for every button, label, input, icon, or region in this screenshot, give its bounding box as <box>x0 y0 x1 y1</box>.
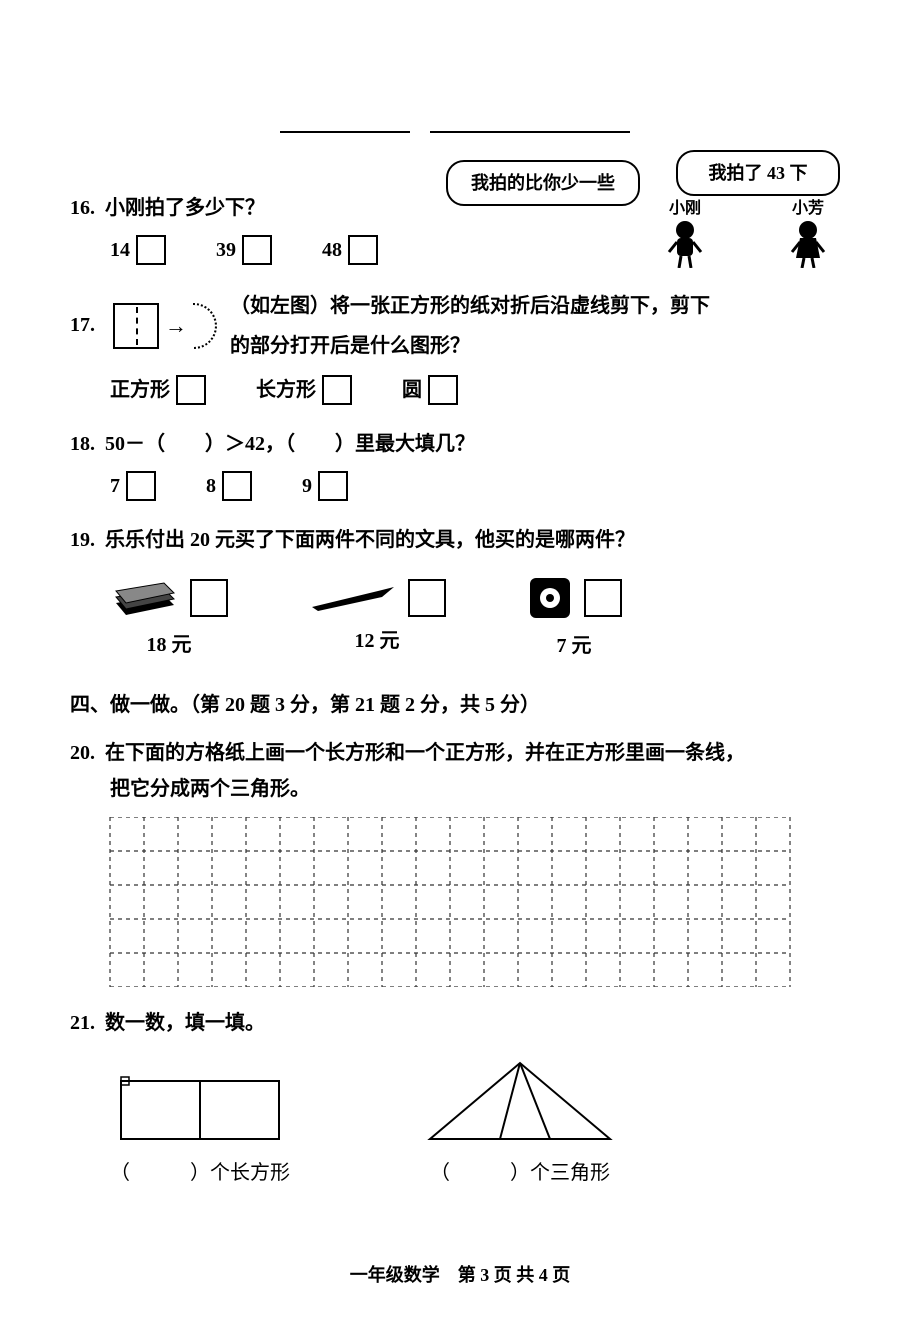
q16-opt-14: 14 <box>110 232 166 268</box>
q20-line1: 在下面的方格纸上画一个长方形和一个正方形，并在正方形里画一条线， <box>105 742 745 764</box>
child-xiaogang: 小刚 <box>665 200 705 278</box>
question-21: 21. 数一数，填一填。 （ ）个长方形 （ ）个三角形 <box>70 1005 850 1191</box>
q17-opt-rect: 长方形 <box>256 372 352 408</box>
q21-rect-label: （ ）个长方形 <box>110 1155 290 1191</box>
checkbox[interactable] <box>322 375 352 405</box>
question-18: 18. 50－（ ）＞42，（ ）里最大填几？ 7 8 9 <box>70 426 850 504</box>
q17-number: 17. <box>70 307 100 343</box>
child-xiaofang: 小芳 <box>788 200 828 278</box>
header-underline <box>280 120 630 138</box>
question-16: 我拍的比你少一些 我拍了 43 下 小刚 小芳 <box>70 190 850 268</box>
q18-opt-7: 7 <box>110 468 156 504</box>
item-pen: 12 元 <box>308 579 446 659</box>
checkbox[interactable] <box>318 471 348 501</box>
price-12: 12 元 <box>355 623 400 659</box>
triangles-icon <box>420 1055 620 1145</box>
checkbox[interactable] <box>242 235 272 265</box>
q19-items: 18 元 12 元 <box>110 574 850 664</box>
q21-tri-label: （ ）个三角形 <box>430 1155 610 1191</box>
checkbox[interactable] <box>136 235 166 265</box>
q21-text: 数一数，填一填。 <box>105 1012 265 1034</box>
price-18: 18 元 <box>147 627 192 663</box>
rectangles-icon <box>115 1075 285 1145</box>
checkbox[interactable] <box>190 579 228 617</box>
q16-opt-48: 48 <box>322 232 378 268</box>
q17-text: （如左图）将一张正方形的纸对折后沿虚线剪下，剪下 的部分打开后是什么图形？ <box>230 286 710 366</box>
q18-opt-9: 9 <box>302 468 348 504</box>
checkbox[interactable] <box>176 375 206 405</box>
question-20: 20. 在下面的方格纸上画一个长方形和一个正方形，并在正方形里画一条线， 把它分… <box>70 735 850 987</box>
books-icon <box>110 575 180 621</box>
q19-number: 19. <box>70 522 100 558</box>
page-footer: 一年级数学 第 3 页 共 4 页 <box>70 1261 850 1287</box>
checkbox[interactable] <box>428 375 458 405</box>
q16-options: 14 39 48 <box>110 232 850 268</box>
stationery-icon <box>526 574 574 622</box>
q21-figures: （ ）个长方形 （ ）个三角形 <box>110 1055 850 1191</box>
q20-grid[interactable] <box>100 817 800 987</box>
q21-tri-figure: （ ）个三角形 <box>420 1055 620 1191</box>
item-stationery: 7 元 <box>526 574 622 664</box>
q21-number: 21. <box>70 1005 100 1041</box>
item-books: 18 元 <box>110 575 228 663</box>
q18-number: 18. <box>70 426 100 462</box>
price-7: 7 元 <box>557 628 592 664</box>
boy-icon <box>665 218 705 268</box>
q16-opt-39: 39 <box>216 232 272 268</box>
q17-options: 正方形 长方形 圆 <box>110 372 850 408</box>
checkbox[interactable] <box>408 579 446 617</box>
question-19: 19. 乐乐付出 20 元买了下面两件不同的文具，他买的是哪两件？ 18 元 <box>70 522 850 664</box>
q20-number: 20. <box>70 735 100 771</box>
section-4-heading: 四、做一做。（第 20 题 3 分，第 21 题 2 分，共 5 分） <box>70 688 850 717</box>
checkbox[interactable] <box>348 235 378 265</box>
speech-bubble-xiaogang: 我拍的比你少一些 <box>446 160 640 206</box>
checkbox[interactable] <box>222 471 252 501</box>
q17-opt-circle: 圆 <box>402 372 458 408</box>
q18-text: 50－（ ）＞42，（ ）里最大填几？ <box>105 433 475 455</box>
q20-line2: 把它分成两个三角形。 <box>110 771 850 807</box>
folded-square-icon <box>113 303 159 349</box>
q18-options: 7 8 9 <box>110 468 850 504</box>
question-17: 17. → （如左图）将一张正方形的纸对折后沿虚线剪下，剪下 的部分打开后是什么… <box>70 286 850 408</box>
q19-text: 乐乐付出 20 元买了下面两件不同的文具，他买的是哪两件？ <box>105 529 635 551</box>
q21-rect-figure: （ ）个长方形 <box>110 1075 290 1191</box>
worksheet-page: 我拍的比你少一些 我拍了 43 下 小刚 小芳 <box>0 0 920 1327</box>
q16-text: 小刚拍了多少下？ <box>105 197 265 219</box>
cut-semicircle-icon <box>193 303 217 349</box>
checkbox[interactable] <box>126 471 156 501</box>
pen-icon <box>308 583 398 613</box>
girl-icon <box>788 218 828 268</box>
dashed-grid <box>100 817 800 987</box>
q16-number: 16. <box>70 190 100 226</box>
checkbox[interactable] <box>584 579 622 617</box>
q17-diagram: → <box>113 303 217 349</box>
q17-opt-square: 正方形 <box>110 372 206 408</box>
arrow-icon: → <box>165 306 187 346</box>
speech-bubble-xiaofang: 我拍了 43 下 <box>676 150 840 196</box>
q18-opt-8: 8 <box>206 468 252 504</box>
